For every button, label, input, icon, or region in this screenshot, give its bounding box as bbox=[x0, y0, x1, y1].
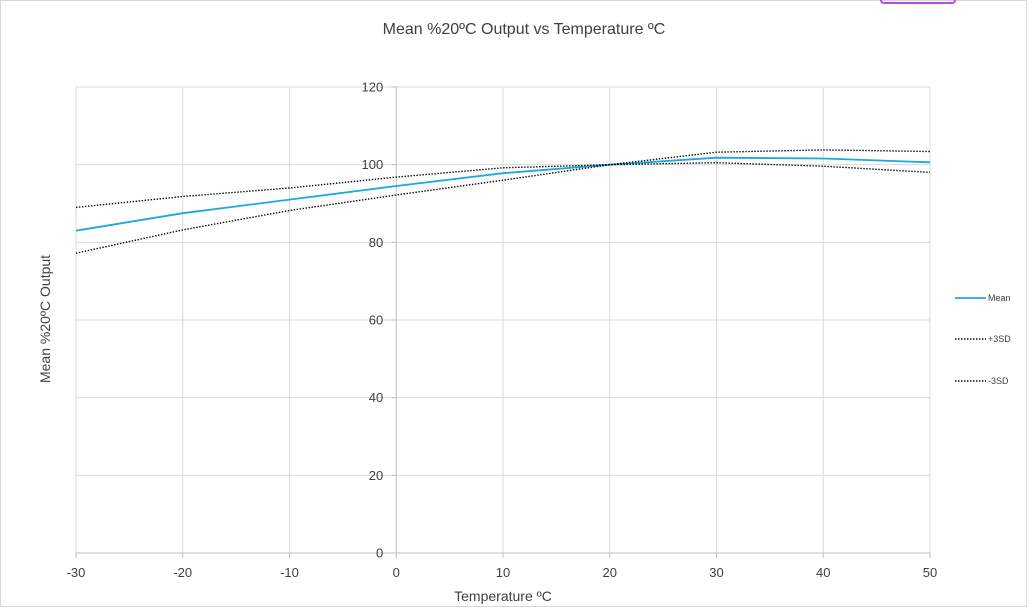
tick-labels: -30 -20 -10 0 10 20 30 40 50 0 20 40 60 80 100 120 bbox=[67, 80, 938, 581]
x-tick-label-3: 0 bbox=[393, 565, 400, 580]
y-tick-label-4: 80 bbox=[369, 235, 383, 250]
legend-label-1: +3SD bbox=[988, 334, 1011, 344]
x-tick-label-0: -30 bbox=[67, 565, 86, 580]
legend-label-0: Mean bbox=[988, 293, 1011, 303]
selection-mark bbox=[880, 0, 956, 4]
x-tick-label-4: 10 bbox=[496, 565, 510, 580]
series-line-3sd bbox=[75, 149, 931, 209]
x-tick-label-7: 40 bbox=[816, 565, 830, 580]
x-tick-label-5: 20 bbox=[603, 565, 617, 580]
legend: Mean +3SD -3SD bbox=[955, 293, 1011, 386]
y-tick-label-0: 0 bbox=[376, 546, 383, 561]
axes bbox=[75, 86, 931, 558]
y-tick-label-1: 20 bbox=[369, 468, 383, 483]
y-tick-label-3: 60 bbox=[369, 313, 383, 328]
chart-title: Mean %20ºC Output vs Temperature ºC bbox=[383, 21, 666, 38]
y-axis-title: Mean %20ºC Output bbox=[37, 255, 53, 383]
y-tick-label-2: 40 bbox=[369, 390, 383, 405]
y-tick-label-5: 100 bbox=[362, 157, 384, 172]
x-tick-label-8: 50 bbox=[923, 565, 937, 580]
x-tick-label-6: 30 bbox=[709, 565, 723, 580]
gridlines bbox=[75, 86, 931, 553]
legend-label-2: -3SD bbox=[988, 376, 1009, 386]
x-tick-label-1: -20 bbox=[173, 565, 192, 580]
y-tick-label-6: 120 bbox=[362, 80, 384, 95]
x-tick-label-2: -10 bbox=[280, 565, 299, 580]
x-axis-title: Temperature ºC bbox=[454, 588, 552, 604]
series-lines bbox=[75, 149, 931, 254]
series-line-mean bbox=[75, 156, 931, 232]
